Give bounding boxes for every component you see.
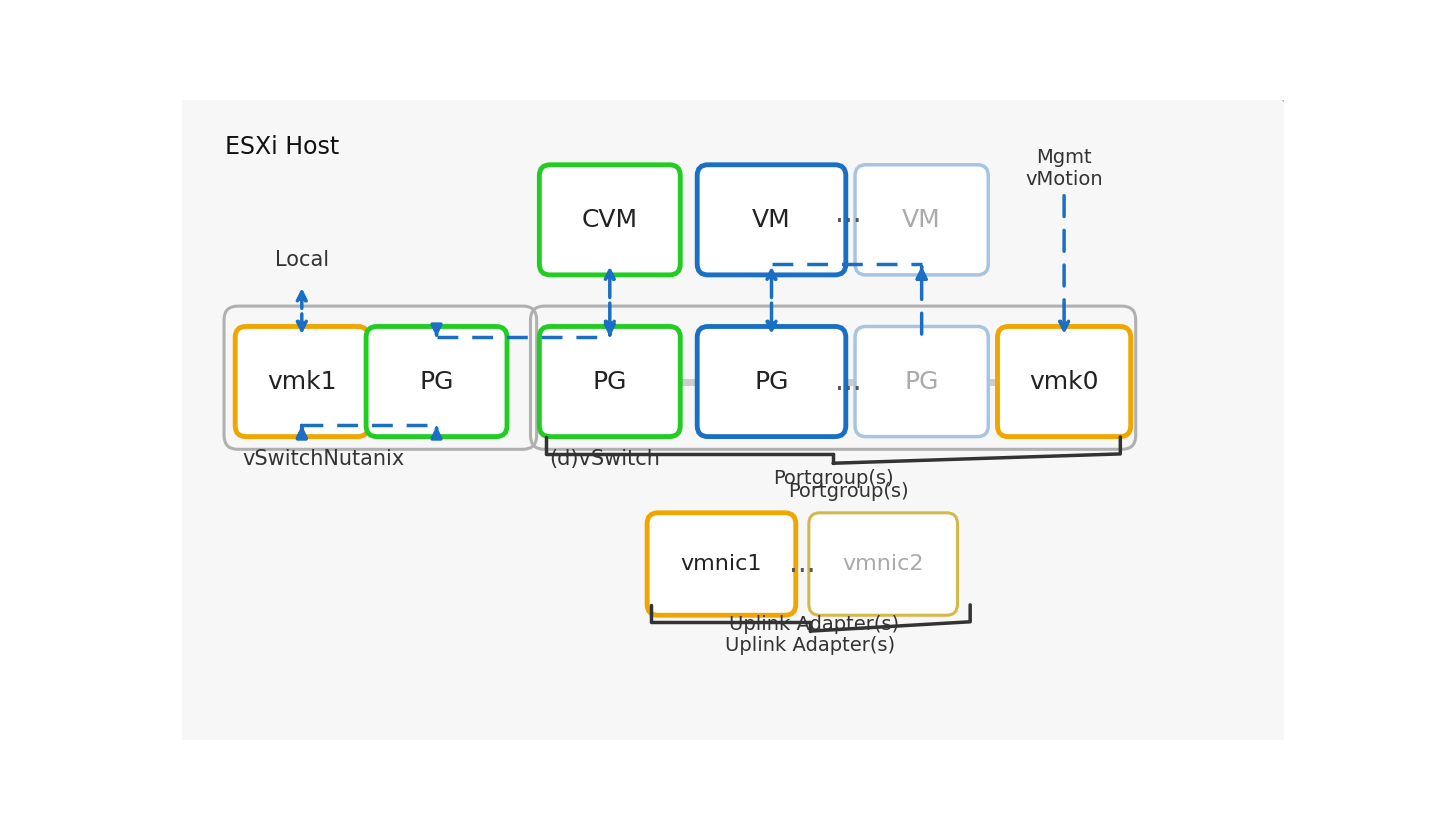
FancyBboxPatch shape: [697, 165, 846, 275]
FancyBboxPatch shape: [647, 513, 796, 615]
FancyBboxPatch shape: [366, 327, 507, 436]
Text: vmk1: vmk1: [268, 370, 336, 394]
FancyBboxPatch shape: [697, 327, 846, 436]
Text: vmk0: vmk0: [1029, 370, 1099, 394]
FancyBboxPatch shape: [173, 95, 1289, 749]
Text: PG: PG: [904, 370, 939, 394]
Text: PG: PG: [754, 370, 788, 394]
FancyBboxPatch shape: [856, 327, 989, 436]
Text: vmnic2: vmnic2: [843, 554, 924, 574]
Text: PG: PG: [419, 370, 454, 394]
Text: Portgroup(s): Portgroup(s): [788, 482, 909, 500]
Text: Portgroup(s): Portgroup(s): [773, 469, 893, 488]
FancyBboxPatch shape: [809, 513, 957, 615]
FancyBboxPatch shape: [235, 327, 368, 436]
FancyBboxPatch shape: [997, 327, 1130, 436]
Text: ...: ...: [836, 200, 861, 229]
Text: Uplink Adapter(s): Uplink Adapter(s): [728, 615, 899, 634]
Text: VM: VM: [753, 208, 791, 232]
Text: ...: ...: [788, 550, 816, 578]
FancyBboxPatch shape: [856, 165, 989, 275]
FancyBboxPatch shape: [539, 165, 680, 275]
Text: vmnic1: vmnic1: [681, 554, 763, 574]
Text: Uplink Adapter(s): Uplink Adapter(s): [726, 637, 896, 656]
Text: ...: ...: [836, 367, 861, 396]
Text: Mgmt
vMotion: Mgmt vMotion: [1025, 148, 1103, 189]
FancyBboxPatch shape: [539, 327, 680, 436]
Text: PG: PG: [592, 370, 627, 394]
Text: ESXi Host: ESXi Host: [225, 135, 339, 160]
Text: Local: Local: [275, 250, 329, 270]
Text: (d)vSwitch: (d)vSwitch: [550, 449, 660, 469]
Text: CVM: CVM: [582, 208, 638, 232]
Text: VM: VM: [903, 208, 942, 232]
Text: vSwitchNutanix: vSwitchNutanix: [242, 449, 405, 469]
